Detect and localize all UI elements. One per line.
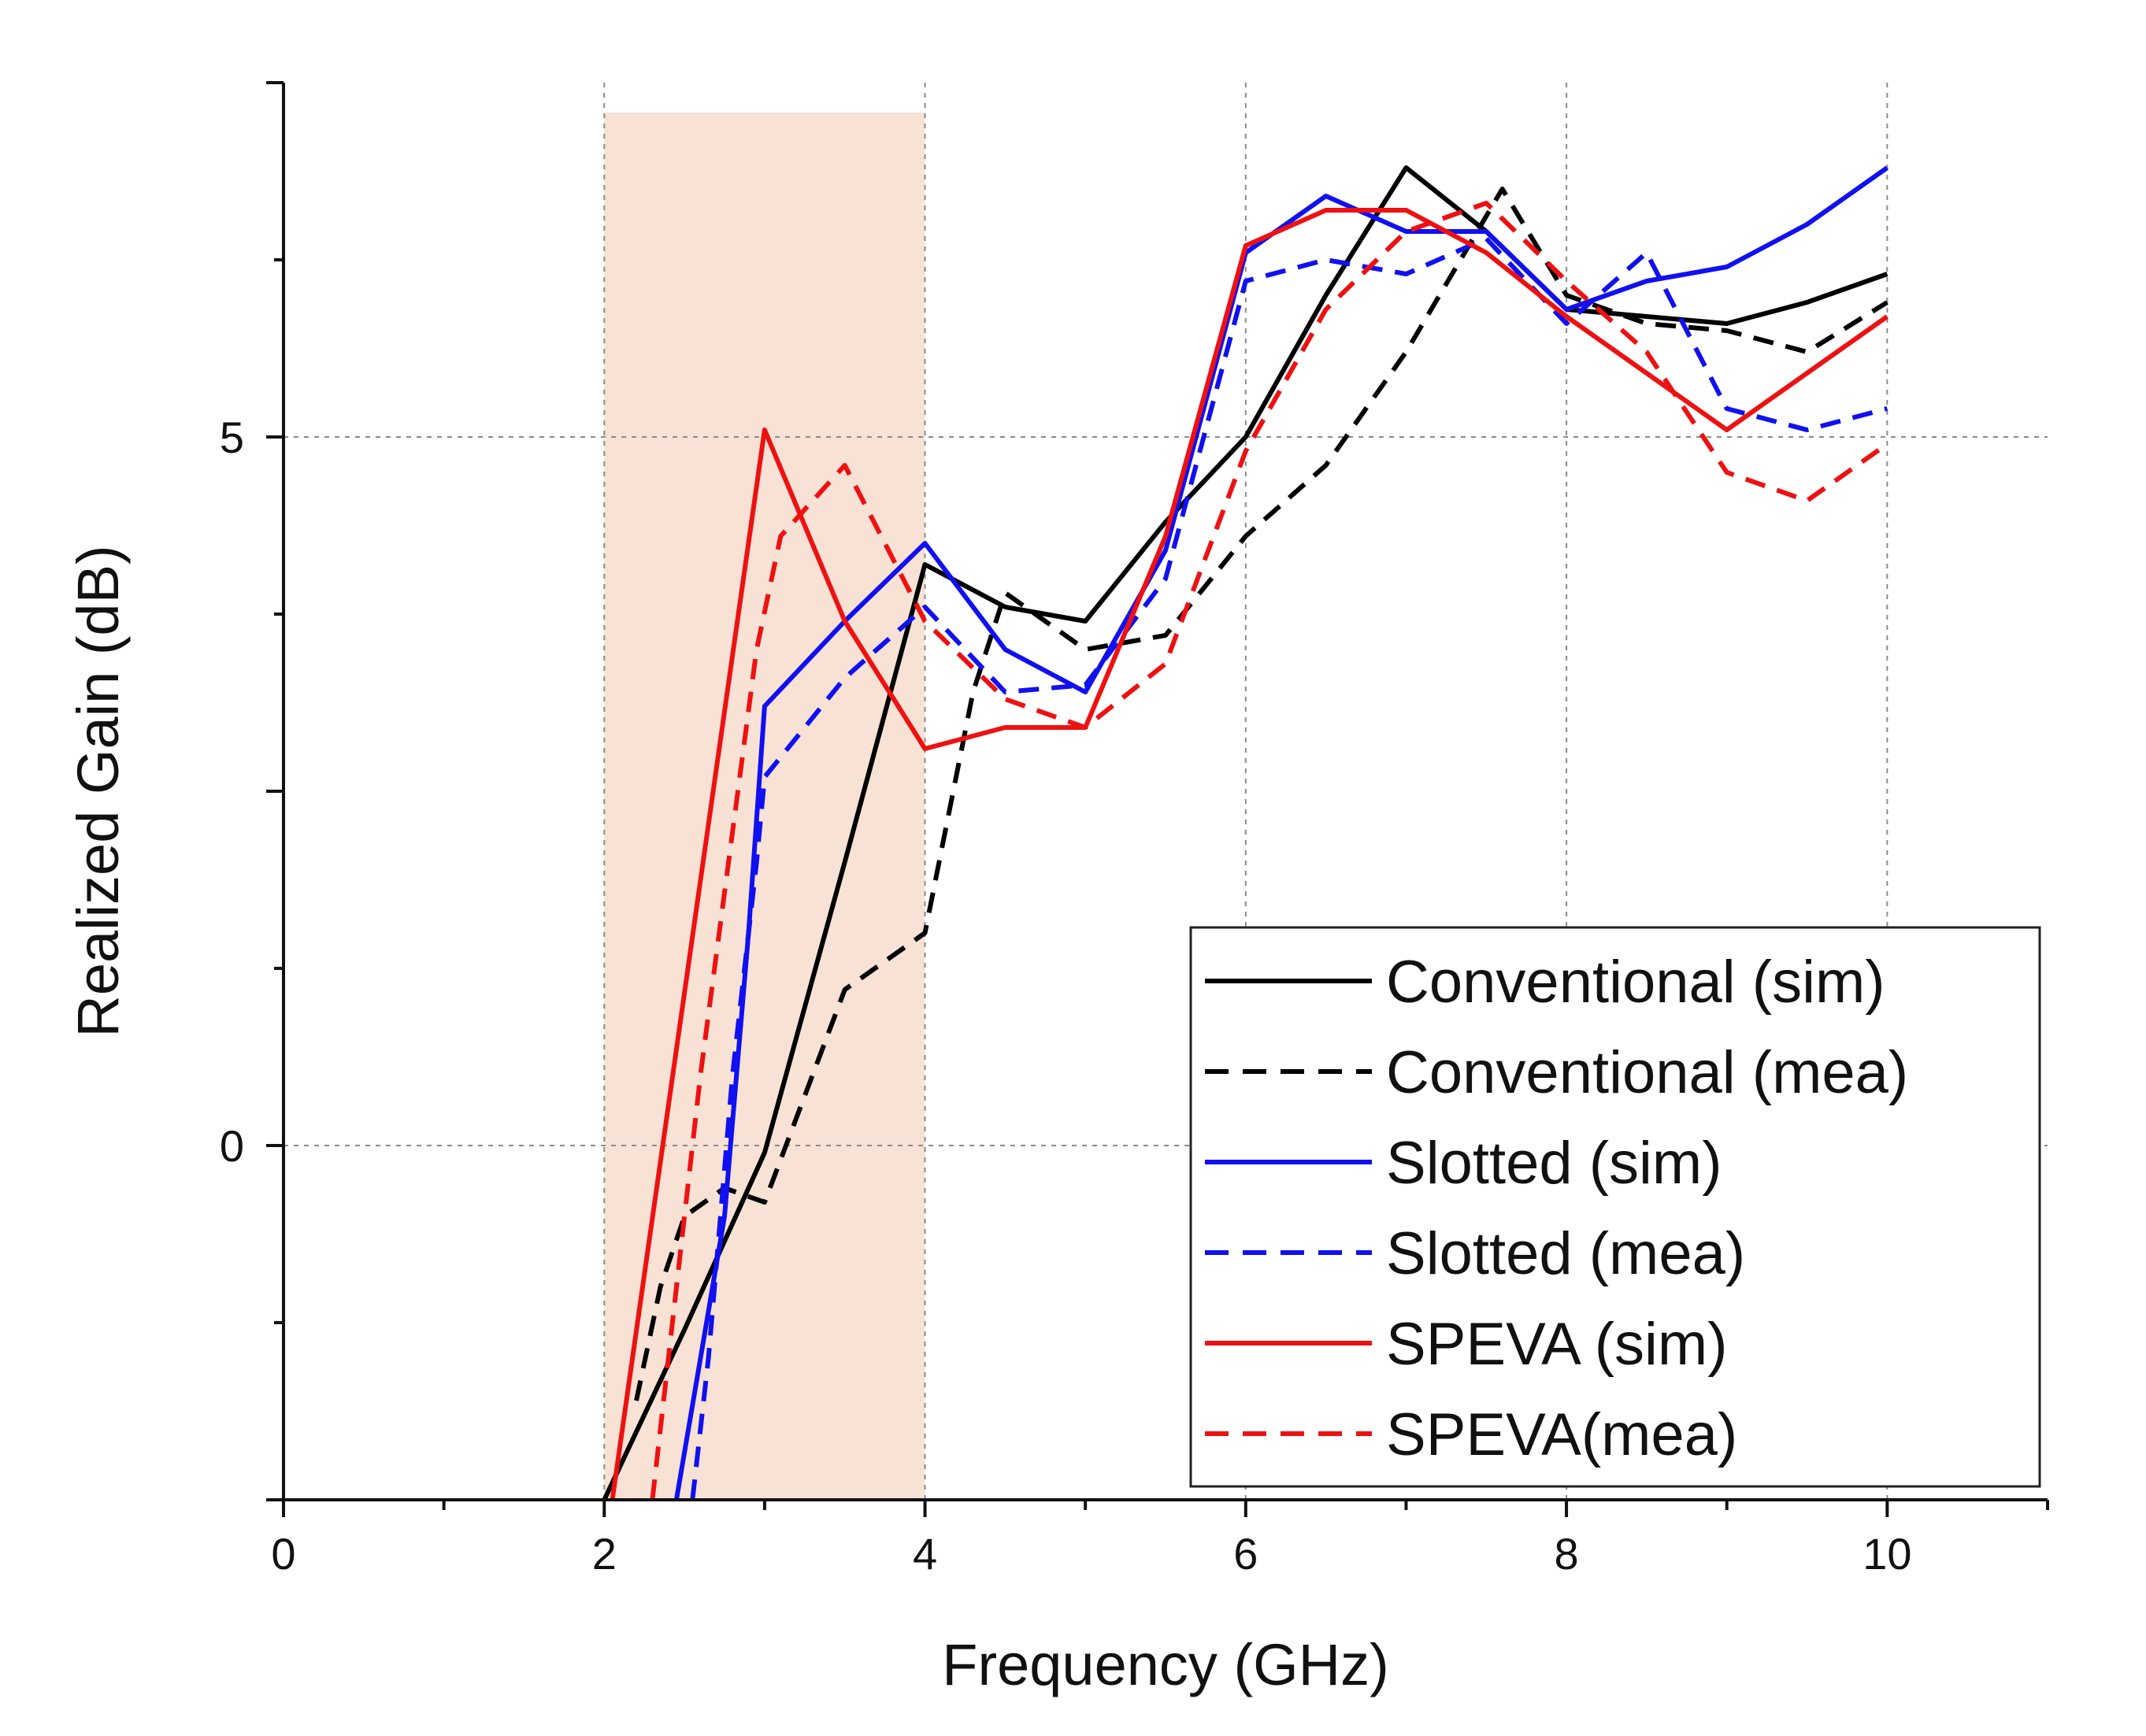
series-line-1	[602, 165, 1888, 1501]
legend-label-3: Slotted (sim)	[1386, 1130, 1722, 1197]
series-line-4	[690, 236, 1888, 1501]
x-tick-label: 4	[913, 1529, 937, 1579]
y-axis-title: Realized Gain (dB)	[65, 545, 131, 1037]
legend-label-1: Conventional (sim)	[1386, 949, 1885, 1016]
x-axis-title: Frequency (GHz)	[942, 1632, 1388, 1697]
y-tick-label: 0	[220, 1121, 244, 1171]
x-tick-label: 0	[271, 1529, 295, 1579]
legend-label-2: Conventional (mea)	[1386, 1039, 1908, 1106]
legend-label-4: Slotted (mea)	[1386, 1220, 1745, 1287]
legend-box	[1189, 926, 2041, 1488]
series-line-6	[650, 201, 1889, 1501]
series-line-5	[610, 208, 1889, 1501]
x-tick-label: 10	[1862, 1529, 1911, 1579]
x-tick-label: 2	[592, 1529, 617, 1579]
legend-label-6: SPEVA(mea)	[1386, 1401, 1737, 1468]
highlight-band	[604, 113, 925, 1500]
x-tick-label: 6	[1233, 1529, 1258, 1579]
legend: Conventional (sim) Conventional (mea) Slot…	[1189, 926, 2041, 1488]
x-tick-label: 8	[1555, 1529, 1579, 1579]
series-layer	[602, 165, 1889, 1501]
legend-label-5: SPEVA (sim)	[1386, 1311, 1728, 1378]
y-tick-label: 5	[220, 413, 244, 462]
ticks: 0 2 4 6 8 10 0 5	[220, 81, 2049, 1579]
series-line-2	[634, 187, 1888, 1401]
